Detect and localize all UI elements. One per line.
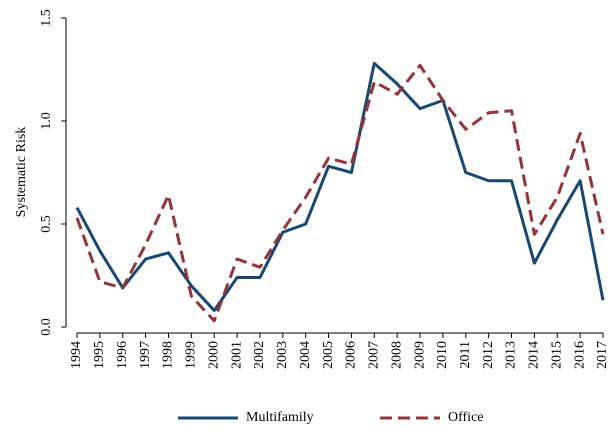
x-tick-label: 2005 (321, 341, 336, 369)
x-tick-label: 1999 (184, 341, 199, 369)
x-tick-label: 2010 (435, 341, 450, 369)
x-tick-label: 2004 (298, 341, 313, 369)
x-tick-label: 2006 (344, 341, 359, 369)
x-tick-label: 2007 (367, 341, 382, 369)
y-axis-label: Systematic Risk (14, 127, 29, 218)
legend-label: Multifamily (246, 410, 314, 425)
x-tick-label: 2017 (595, 341, 610, 369)
x-tick-label: 2012 (481, 341, 496, 369)
legend-label: Office (448, 410, 484, 425)
x-tick-label: 2015 (549, 341, 564, 369)
x-tick-label: 2003 (275, 341, 290, 369)
y-tick-label: 1.0 (39, 112, 54, 130)
x-tick-label: 2009 (412, 341, 427, 369)
x-tick-label: 2014 (527, 341, 542, 369)
series-line (75, 61, 605, 313)
x-tick-label: 2011 (458, 341, 473, 368)
series-line (75, 63, 605, 323)
y-tick-label: 0.5 (39, 215, 54, 233)
y-tick-label: 0.0 (39, 318, 54, 336)
x-tick-label: 2008 (389, 341, 404, 369)
x-tick-label: 2002 (252, 341, 267, 369)
x-tick-label: 2016 (572, 341, 587, 369)
y-tick-label: 1.5 (39, 9, 54, 27)
x-tick-label: 2001 (229, 341, 244, 369)
x-tick-label: 2000 (206, 341, 221, 369)
x-tick-label: 1998 (161, 341, 176, 369)
x-tick-label: 1994 (69, 341, 84, 369)
x-tick-label: 1995 (92, 341, 107, 369)
x-tick-label: 1996 (115, 341, 130, 369)
x-tick-label: 2013 (504, 341, 519, 369)
x-tick-label: 1997 (138, 341, 153, 369)
